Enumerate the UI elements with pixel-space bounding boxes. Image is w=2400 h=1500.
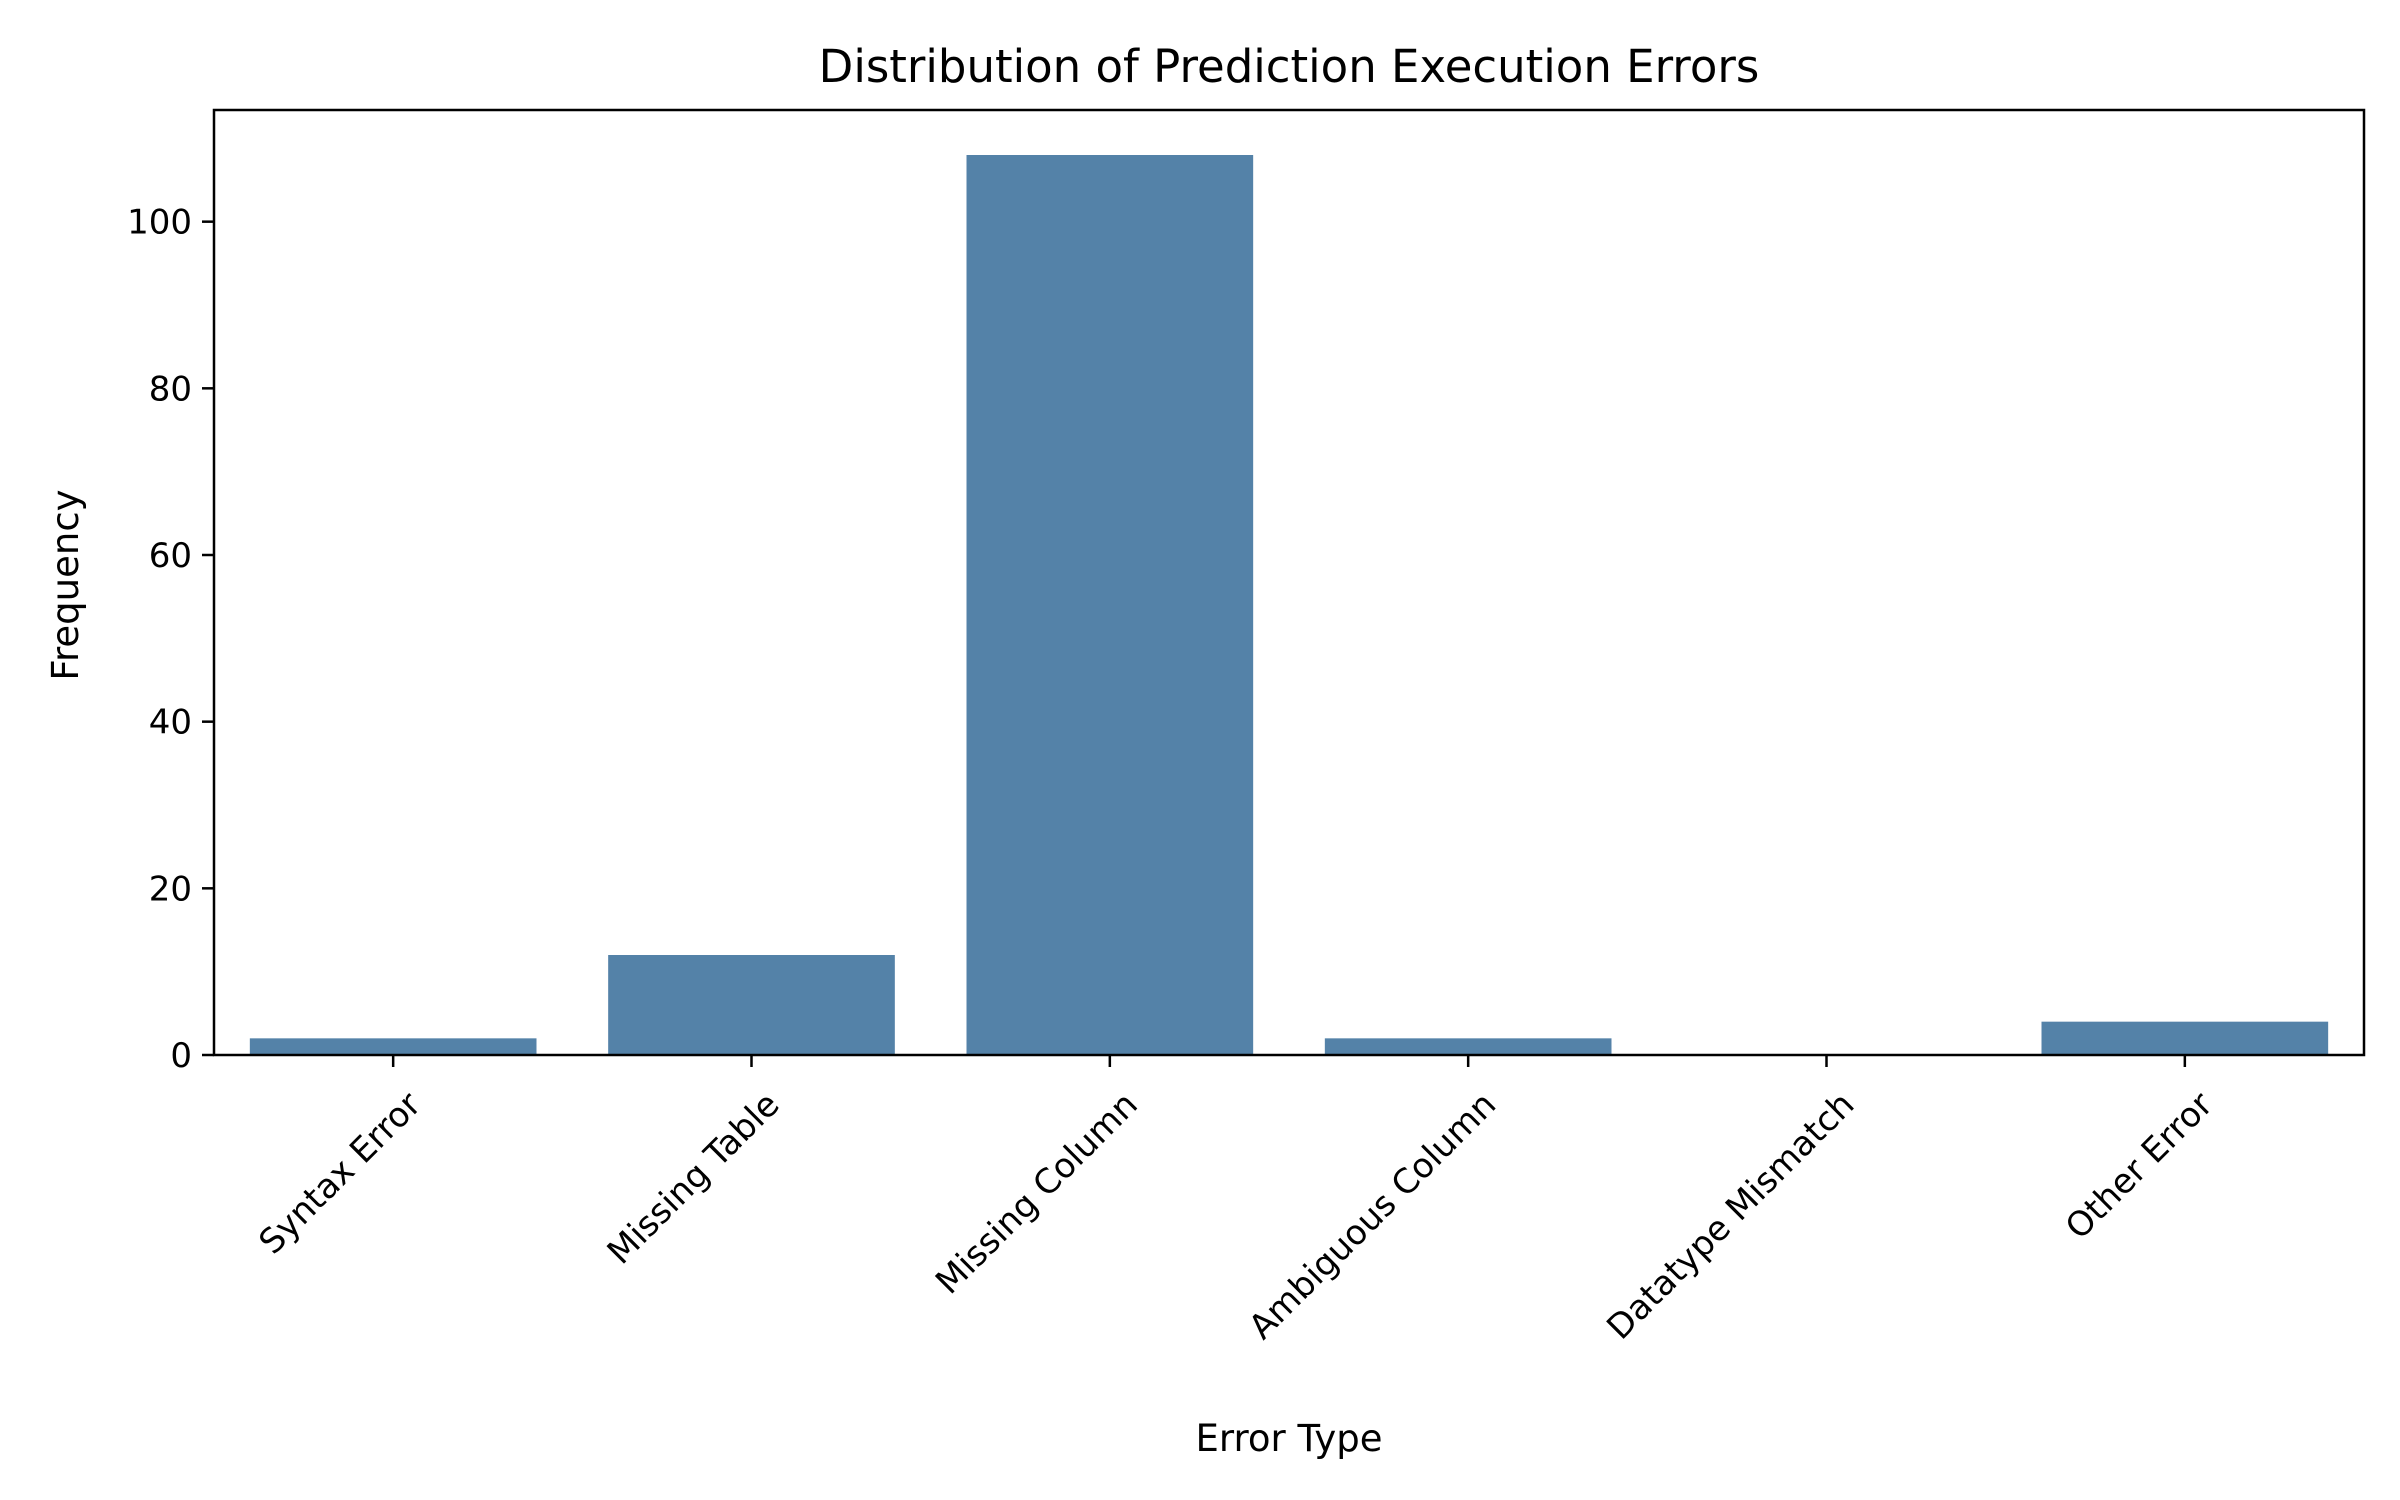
x-axis-label: Error Type	[1196, 1417, 1383, 1460]
y-tick-label-0: 0	[170, 1036, 192, 1076]
chart-title: Distribution of Prediction Execution Err…	[819, 40, 1760, 93]
y-axis-ticks: 0 20 40 60 80 100	[127, 203, 214, 1076]
bar-5	[2041, 1021, 2329, 1055]
bar-3	[1324, 1038, 1612, 1055]
y-tick-label-1: 20	[149, 869, 192, 909]
bar-2	[966, 155, 1254, 1055]
y-tick-label-4: 80	[149, 369, 192, 409]
y-tick-label-2: 40	[149, 703, 192, 743]
plot-frame	[212, 108, 2366, 1057]
bars-group	[249, 155, 2329, 1055]
bar-0	[249, 1038, 537, 1055]
y-tick-label-5: 100	[127, 203, 192, 243]
bar-1	[608, 955, 895, 1055]
y-tick-label-3: 60	[149, 536, 192, 576]
y-axis-label: Frequency	[44, 489, 87, 680]
